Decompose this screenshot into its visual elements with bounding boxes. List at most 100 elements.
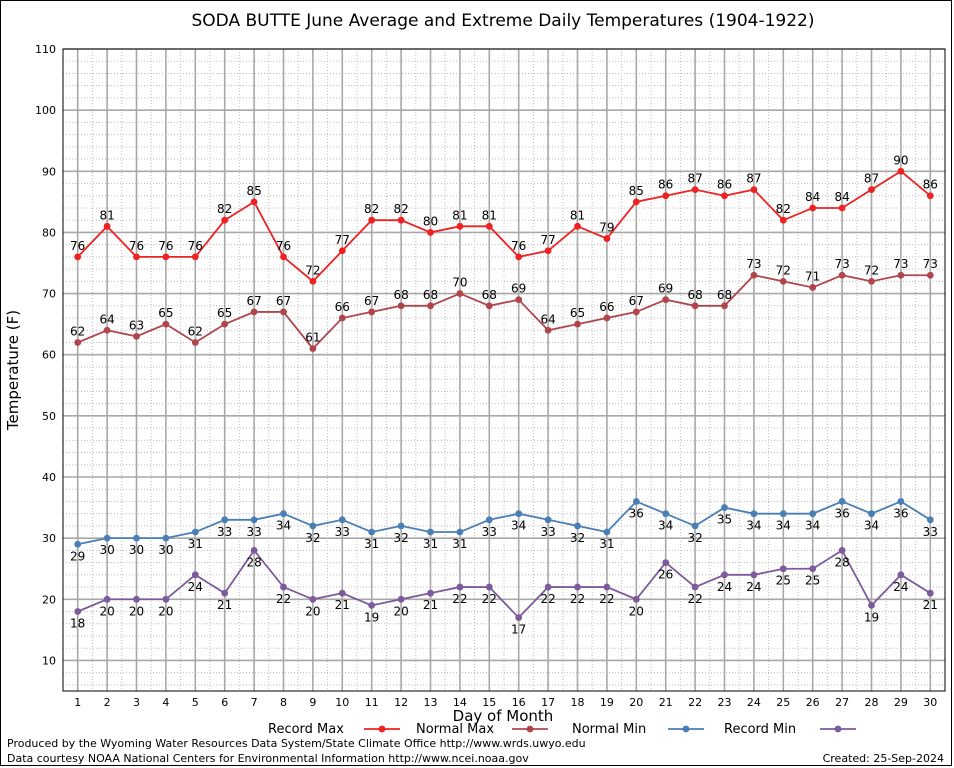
data-point-record-min — [133, 595, 140, 603]
data-label-record-min: 20 — [99, 604, 114, 618]
y-tick-label: 100 — [35, 104, 56, 117]
data-point-normal-min — [632, 498, 640, 505]
data-point-normal-min — [485, 516, 493, 524]
data-label-normal-max: 65 — [570, 306, 585, 320]
data-point-record-min — [250, 546, 258, 554]
data-point-record-max — [662, 192, 670, 200]
data-label-record-max: 90 — [893, 153, 908, 167]
data-label-record-min: 28 — [246, 555, 261, 569]
data-label-normal-min: 36 — [629, 506, 644, 520]
data-label-normal-max: 66 — [599, 300, 614, 314]
data-point-normal-min — [74, 540, 82, 548]
data-point-record-max — [74, 253, 82, 261]
legend-marker-record-max — [378, 725, 386, 733]
x-tick-label: 15 — [482, 696, 496, 709]
data-point-record-max — [632, 198, 640, 206]
data-point-normal-max — [162, 320, 170, 328]
data-point-record-min — [162, 595, 170, 603]
data-label-record-max: 81 — [570, 208, 585, 222]
data-point-record-min — [338, 589, 346, 597]
data-point-normal-min — [162, 534, 170, 542]
data-label-record-min: 21 — [923, 598, 938, 612]
data-point-record-max — [926, 192, 934, 200]
data-point-record-min — [809, 565, 817, 573]
x-tick-label: 3 — [133, 696, 140, 709]
data-label-normal-min: 36 — [834, 506, 849, 520]
data-label-normal-min: 30 — [99, 543, 114, 557]
data-label-normal-max: 73 — [893, 257, 908, 271]
data-label-record-max: 81 — [452, 208, 467, 222]
x-tick-label: 27 — [835, 696, 849, 709]
data-point-normal-max — [74, 339, 82, 346]
data-label-record-max: 85 — [629, 184, 644, 198]
data-label-record-min: 22 — [687, 592, 702, 606]
data-label-normal-max: 73 — [746, 257, 761, 271]
data-point-normal-max — [368, 308, 376, 316]
data-label-normal-max: 72 — [864, 263, 879, 277]
data-label-normal-max: 70 — [452, 276, 467, 290]
data-label-record-max: 84 — [834, 190, 849, 204]
series-layer: 76 81 76 76 76 82 85 76 72 77 82 82 80 81 81 76 77 81 79 85… — [70, 153, 938, 636]
data-label-record-min: 22 — [570, 592, 585, 606]
legend-marker-normal-max — [526, 725, 534, 733]
legend-marker-normal-min — [682, 725, 690, 733]
data-label-normal-min: 34 — [276, 519, 291, 533]
data-point-normal-min — [544, 516, 552, 524]
data-label-normal-min: 33 — [482, 525, 497, 539]
data-point-normal-min — [250, 516, 258, 524]
data-point-record-max — [809, 204, 817, 212]
data-label-normal-max: 68 — [423, 288, 438, 302]
legend-item-normal-max: Normal Max — [416, 722, 548, 737]
data-point-normal-max — [103, 326, 111, 334]
data-point-record-max — [691, 186, 699, 194]
data-label-normal-max: 67 — [364, 294, 379, 308]
x-tick-label: 6 — [221, 696, 228, 709]
data-point-record-min — [280, 583, 287, 591]
data-point-record-min — [74, 608, 82, 615]
data-label-record-min: 19 — [864, 610, 879, 624]
legend-marker-record-min — [834, 725, 842, 733]
data-label-normal-max: 67 — [629, 294, 644, 308]
x-tick-label: 10 — [335, 696, 349, 709]
data-label-record-max: 76 — [158, 239, 173, 253]
legend: Record Max Normal Max Normal Min Record Min — [268, 722, 856, 737]
data-point-normal-max — [309, 345, 317, 352]
data-point-normal-min — [721, 504, 728, 511]
data-point-record-max — [103, 222, 111, 230]
series-line-record-max — [77, 170, 931, 283]
data-point-normal-max — [603, 314, 611, 322]
data-point-normal-min — [603, 528, 611, 536]
data-label-normal-max: 67 — [246, 294, 261, 308]
data-label-record-min: 17 — [511, 623, 526, 637]
data-point-record-min — [309, 595, 317, 603]
y-tick-label: 90 — [42, 165, 56, 178]
data-point-normal-min — [750, 510, 758, 518]
data-label-normal-max: 69 — [511, 282, 526, 296]
data-label-record-min: 22 — [452, 592, 467, 606]
data-point-record-min — [662, 559, 670, 566]
x-tick-label: 29 — [894, 696, 908, 709]
data-label-normal-min: 35 — [717, 513, 732, 527]
legend-label-normal-min: Normal Min — [572, 722, 646, 737]
data-point-normal-min — [897, 498, 905, 505]
data-point-record-min — [515, 614, 523, 622]
x-tick-label: 23 — [718, 696, 732, 709]
data-label-normal-max: 61 — [305, 331, 320, 345]
y-tick-label: 60 — [42, 349, 56, 362]
data-label-normal-min: 33 — [923, 525, 938, 539]
data-point-record-max — [779, 216, 787, 224]
data-point-record-max — [133, 253, 140, 261]
data-point-normal-max — [397, 302, 405, 310]
data-point-record-max — [250, 198, 258, 206]
x-tick-label: 14 — [453, 696, 467, 709]
data-point-normal-max — [809, 284, 817, 291]
x-tick-label: 18 — [571, 696, 585, 709]
data-point-normal-max — [779, 277, 787, 285]
data-label-normal-max: 68 — [717, 288, 732, 302]
series-record-max: 76 81 76 76 76 82 85 76 72 77 82 82 80 81 81 76 77 81 79 85… — [70, 153, 938, 285]
data-label-record-min: 22 — [482, 592, 497, 606]
data-label-record-min: 21 — [335, 598, 350, 612]
data-point-normal-max — [868, 277, 875, 285]
data-label-record-max: 84 — [805, 190, 820, 204]
x-tick-label: 17 — [541, 696, 555, 709]
